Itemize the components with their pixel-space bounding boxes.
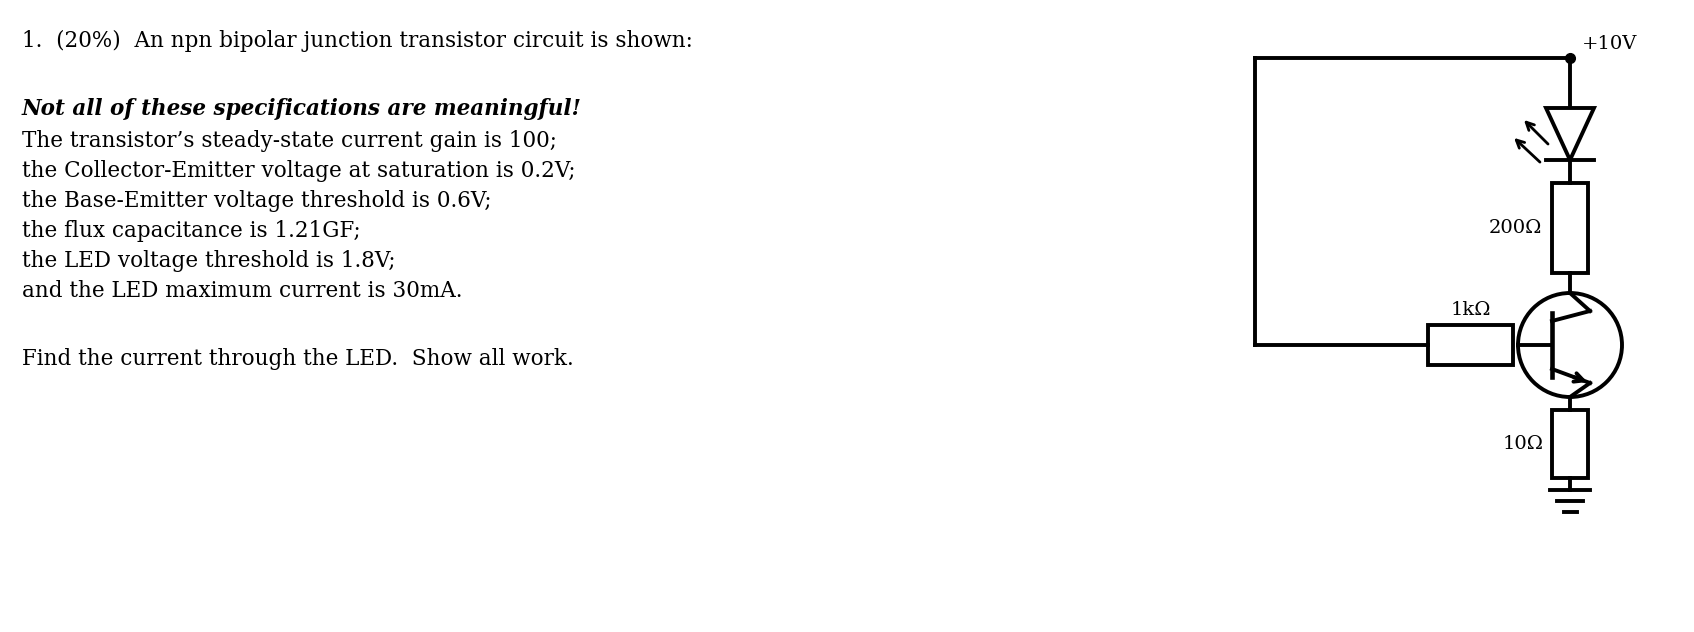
Text: and the LED maximum current is 30mA.: and the LED maximum current is 30mA. — [22, 280, 462, 302]
Text: 1.  (20%)  An npn bipolar junction transistor circuit is shown:: 1. (20%) An npn bipolar junction transis… — [22, 30, 693, 52]
Text: the Collector-Emitter voltage at saturation is 0.2V;: the Collector-Emitter voltage at saturat… — [22, 160, 576, 182]
Text: 1kΩ: 1kΩ — [1450, 301, 1491, 319]
Text: the LED voltage threshold is 1.8V;: the LED voltage threshold is 1.8V; — [22, 250, 395, 272]
Text: The transistor’s steady-state current gain is 100;: The transistor’s steady-state current ga… — [22, 130, 557, 152]
Text: Not all of these specifications are meaningful!: Not all of these specifications are mean… — [22, 98, 583, 120]
Text: the Base-Emitter voltage threshold is 0.6V;: the Base-Emitter voltage threshold is 0.… — [22, 190, 491, 212]
Text: 200Ω: 200Ω — [1489, 219, 1542, 237]
Bar — [1552, 410, 1587, 478]
Text: Find the current through the LED.  Show all work.: Find the current through the LED. Show a… — [22, 348, 574, 370]
Bar — [1552, 183, 1587, 273]
Text: +10V: +10V — [1582, 35, 1638, 53]
Bar — [1428, 325, 1513, 365]
Text: 10Ω: 10Ω — [1503, 435, 1543, 453]
Text: the flux capacitance is 1.21GF;: the flux capacitance is 1.21GF; — [22, 220, 361, 242]
